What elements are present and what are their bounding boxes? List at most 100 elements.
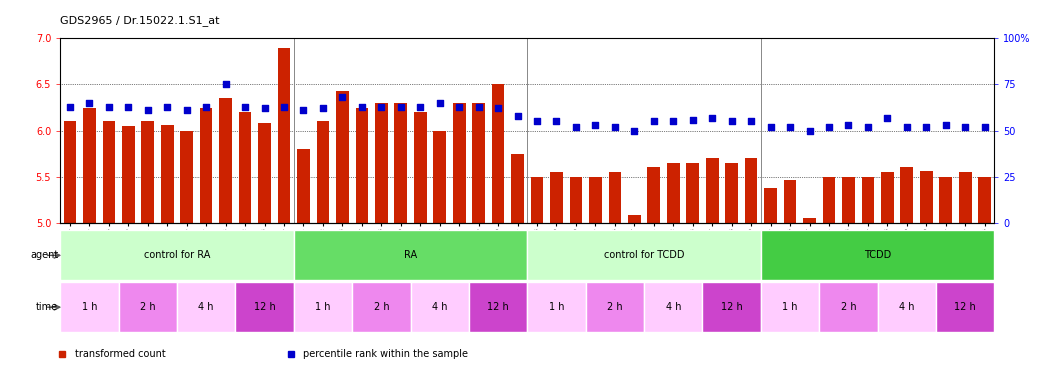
Point [568,124,584,130]
Point [743,118,760,124]
Point [957,124,974,130]
Bar [706,158,718,223]
Bar [648,167,660,223]
Point [918,124,934,130]
Bar [63,121,76,223]
Point [81,100,98,106]
Point [490,105,507,111]
Bar [703,282,761,332]
Bar [939,177,952,223]
Text: 2 h: 2 h [841,302,856,312]
Bar [761,230,994,280]
Bar [745,158,758,223]
Bar [764,188,776,223]
Bar [411,282,469,332]
Text: 1 h: 1 h [549,302,565,312]
Bar [239,112,251,223]
Bar [784,180,796,223]
Point [412,104,429,110]
Point [392,104,409,110]
Text: 4 h: 4 h [198,302,214,312]
Bar [336,91,349,223]
Bar [317,121,329,223]
Point [101,104,117,110]
Bar [726,163,738,223]
Text: 2 h: 2 h [140,302,156,312]
Point [528,118,545,124]
Bar [434,131,446,223]
Text: RA: RA [404,250,417,260]
Bar [394,103,407,223]
Bar [181,131,193,223]
Text: 1 h: 1 h [783,302,798,312]
Bar [278,48,291,223]
Bar [453,103,465,223]
Bar [842,177,854,223]
Text: 12 h: 12 h [720,302,742,312]
Bar [979,177,991,223]
Bar [590,177,602,223]
Point [801,127,818,134]
Point [120,104,137,110]
Point [548,118,565,124]
Point [510,113,526,119]
Point [704,114,720,121]
Bar [122,126,135,223]
Bar [200,108,213,223]
Bar [585,282,644,332]
Bar [60,282,118,332]
Bar [414,112,427,223]
Bar [823,177,836,223]
Point [977,124,993,130]
Point [179,107,195,113]
Point [256,105,273,111]
Point [354,104,371,110]
Text: TCDD: TCDD [864,250,892,260]
Point [646,118,662,124]
Bar [761,282,819,332]
Bar [550,172,563,223]
Point [782,124,798,130]
Point [684,116,701,122]
Point [937,122,954,128]
Text: 4 h: 4 h [432,302,447,312]
Point [237,104,253,110]
Point [61,104,78,110]
Bar [294,282,352,332]
Text: percentile rank within the sample: percentile rank within the sample [303,349,468,359]
Bar [118,282,176,332]
Bar [527,230,761,280]
Bar [103,121,115,223]
Text: control for RA: control for RA [144,250,210,260]
Bar [644,282,703,332]
Text: agent: agent [30,250,58,260]
Point [315,105,331,111]
Point [859,124,876,130]
Point [665,118,682,124]
Bar [628,215,640,223]
Point [373,104,389,110]
Text: control for TCDD: control for TCDD [604,250,684,260]
Bar [294,230,527,280]
Bar [141,121,154,223]
Bar [667,163,680,223]
Point [879,114,896,121]
Bar [881,172,894,223]
Bar [219,98,231,223]
Point [723,118,740,124]
Point [295,107,311,113]
Text: 12 h: 12 h [954,302,976,312]
Text: 1 h: 1 h [82,302,98,312]
Bar [83,108,95,223]
Bar [608,172,621,223]
Text: 4 h: 4 h [665,302,681,312]
Bar [236,282,294,332]
Point [762,124,778,130]
Bar [530,177,543,223]
Bar [877,282,936,332]
Bar [60,230,294,280]
Bar [901,167,913,223]
Text: 2 h: 2 h [607,302,623,312]
Bar [352,282,411,332]
Bar [862,177,874,223]
